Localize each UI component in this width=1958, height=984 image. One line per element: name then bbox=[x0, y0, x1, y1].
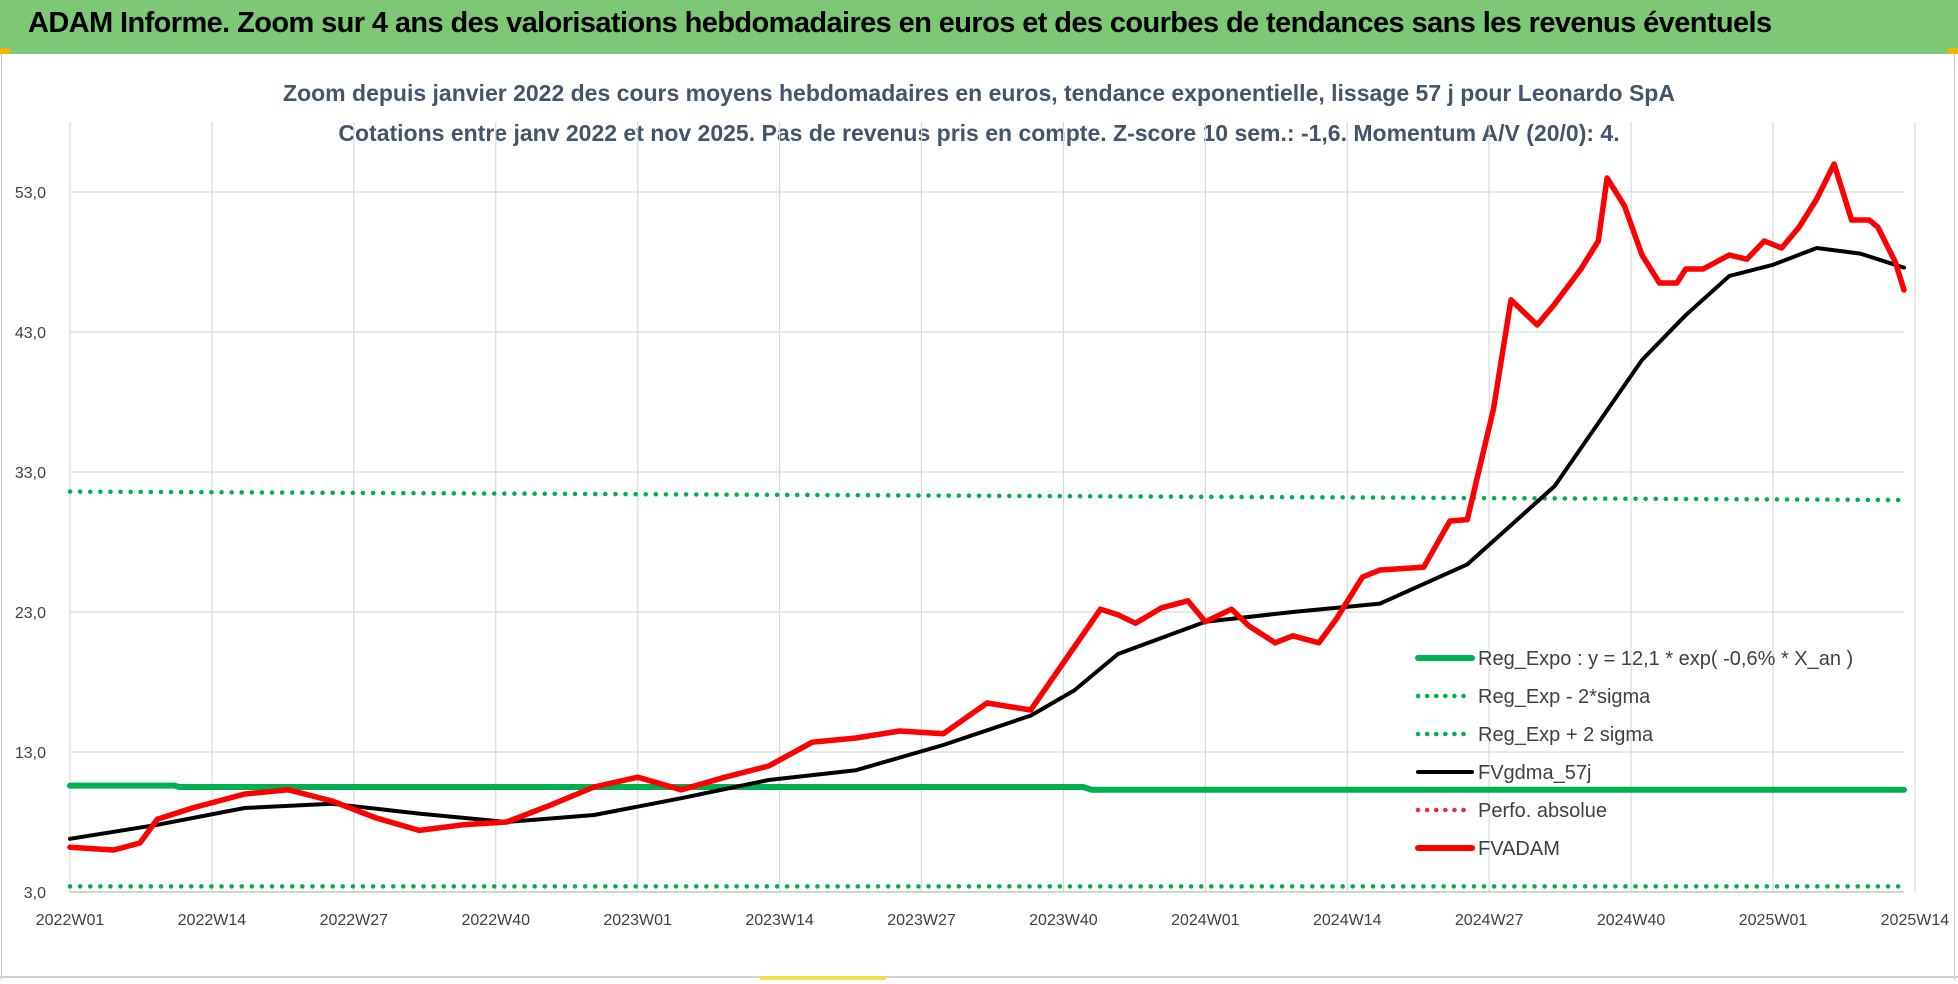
y-tick-label: 33,0 bbox=[15, 465, 46, 482]
x-tick-label: 2022W27 bbox=[320, 912, 389, 929]
legend-label: Perfo. absolue bbox=[1478, 800, 1607, 822]
header-band: ADAM Informe. Zoom sur 4 ans des valoris… bbox=[0, 0, 1958, 54]
x-tick-label: 2022W14 bbox=[178, 912, 247, 929]
legend-label: Reg_Exp + 2 sigma bbox=[1478, 724, 1654, 746]
page-title: ADAM Informe. Zoom sur 4 ans des valoris… bbox=[28, 7, 1772, 39]
series-line-0 bbox=[67, 782, 1907, 793]
corner-marker bbox=[1948, 48, 1958, 54]
bottom-marker bbox=[760, 976, 886, 980]
x-tick-label: 2023W40 bbox=[1029, 912, 1098, 929]
x-tick-label: 2024W40 bbox=[1597, 912, 1666, 929]
chart-frame bbox=[1, 54, 1955, 980]
legend-label: Reg_Exp - 2*sigma bbox=[1478, 686, 1651, 708]
x-tick-label: 2024W27 bbox=[1455, 912, 1524, 929]
legend-label: FVADAM bbox=[1478, 838, 1560, 860]
corner-marker bbox=[0, 48, 10, 54]
y-tick-label: 43,0 bbox=[15, 325, 46, 342]
legend-label: Reg_Expo : y = 12,1 * exp( -0,6% * X_an … bbox=[1478, 648, 1853, 670]
y-tick-label: 3,0 bbox=[24, 885, 46, 902]
series-line-3 bbox=[68, 246, 1906, 841]
x-tick-label: 2025W01 bbox=[1739, 912, 1808, 929]
legend-label: FVgdma_57j bbox=[1478, 762, 1591, 784]
series-line-2 bbox=[67, 489, 1907, 503]
x-tick-label: 2024W01 bbox=[1171, 912, 1240, 929]
chart-title: Zoom depuis janvier 2022 des cours moyen… bbox=[283, 80, 1675, 106]
x-tick-label: 2024W14 bbox=[1313, 912, 1382, 929]
x-tick-label: 2023W14 bbox=[745, 912, 814, 929]
y-tick-label: 23,0 bbox=[15, 605, 46, 622]
bottom-divider bbox=[0, 976, 1958, 978]
x-tick-label: 2023W01 bbox=[603, 912, 672, 929]
x-tick-label: 2023W27 bbox=[887, 912, 956, 929]
y-tick-label: 53,0 bbox=[15, 185, 46, 202]
y-tick-label: 13,0 bbox=[15, 745, 46, 762]
series-line-5 bbox=[67, 161, 1907, 853]
chart-subtitle: Cotations entre janv 2022 et nov 2025. P… bbox=[338, 120, 1620, 146]
x-tick-label: 2022W01 bbox=[36, 912, 105, 929]
x-tick-label: 2025W14 bbox=[1881, 912, 1950, 929]
x-tick-label: 2022W40 bbox=[462, 912, 531, 929]
